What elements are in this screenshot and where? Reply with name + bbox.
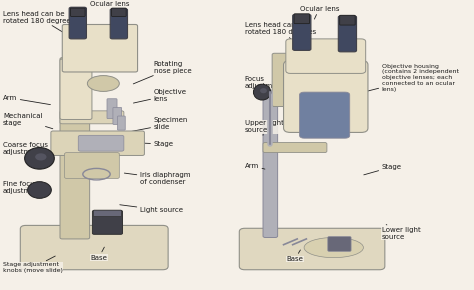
Ellipse shape: [260, 88, 267, 93]
Ellipse shape: [87, 76, 119, 91]
FancyBboxPatch shape: [62, 24, 137, 72]
Ellipse shape: [254, 84, 271, 100]
FancyBboxPatch shape: [93, 210, 122, 216]
Text: Lens head can be
rotated 180 degrees: Lens head can be rotated 180 degrees: [245, 22, 316, 46]
Text: Ocular lens: Ocular lens: [300, 6, 339, 19]
FancyBboxPatch shape: [263, 142, 327, 153]
Text: Focus
adjustment: Focus adjustment: [245, 76, 284, 92]
Text: Stage: Stage: [364, 164, 401, 175]
FancyBboxPatch shape: [60, 59, 92, 119]
FancyBboxPatch shape: [283, 61, 368, 133]
FancyBboxPatch shape: [338, 16, 356, 52]
FancyBboxPatch shape: [92, 211, 122, 234]
Text: Arm: Arm: [245, 162, 265, 169]
Text: Specimen
slide: Specimen slide: [129, 117, 188, 132]
Text: Objective
lens: Objective lens: [134, 88, 187, 103]
FancyBboxPatch shape: [294, 14, 310, 23]
Text: Lens head can be
rotated 180 degrees: Lens head can be rotated 180 degrees: [3, 11, 74, 36]
Text: Coarse focus
adjustment: Coarse focus adjustment: [3, 142, 48, 157]
FancyBboxPatch shape: [340, 15, 355, 25]
Ellipse shape: [27, 182, 51, 198]
FancyBboxPatch shape: [60, 58, 90, 239]
Text: Stage adjustment
knobs (move slide): Stage adjustment knobs (move slide): [3, 256, 63, 273]
FancyBboxPatch shape: [300, 92, 350, 138]
FancyBboxPatch shape: [110, 9, 128, 39]
Text: Ocular lens: Ocular lens: [90, 1, 129, 10]
FancyBboxPatch shape: [71, 8, 85, 17]
Text: Light source: Light source: [120, 205, 183, 213]
FancyBboxPatch shape: [20, 225, 168, 270]
FancyBboxPatch shape: [111, 8, 126, 17]
Text: Base: Base: [91, 247, 107, 261]
FancyBboxPatch shape: [69, 7, 86, 39]
FancyBboxPatch shape: [286, 39, 365, 73]
Text: Stage: Stage: [129, 141, 173, 147]
FancyBboxPatch shape: [272, 53, 306, 106]
FancyBboxPatch shape: [113, 107, 122, 124]
FancyBboxPatch shape: [328, 237, 351, 251]
FancyBboxPatch shape: [78, 135, 124, 151]
FancyBboxPatch shape: [60, 111, 124, 124]
FancyBboxPatch shape: [51, 131, 145, 155]
Text: Arm: Arm: [3, 95, 50, 105]
FancyBboxPatch shape: [118, 116, 125, 130]
Text: Upper light
source: Upper light source: [245, 120, 283, 135]
Text: Rotating
nose piece: Rotating nose piece: [133, 61, 191, 84]
Ellipse shape: [35, 153, 46, 160]
FancyBboxPatch shape: [64, 153, 119, 178]
FancyBboxPatch shape: [263, 99, 278, 238]
Text: Iris diaphragm
of condenser: Iris diaphragm of condenser: [124, 172, 191, 185]
Text: Base: Base: [286, 250, 303, 262]
Text: Lower light
source: Lower light source: [382, 224, 420, 240]
FancyBboxPatch shape: [239, 228, 385, 270]
FancyBboxPatch shape: [107, 99, 117, 119]
Text: Fine focus
adjustment: Fine focus adjustment: [3, 181, 43, 194]
FancyBboxPatch shape: [292, 14, 311, 50]
Ellipse shape: [304, 238, 364, 258]
Text: Mechanical
stage: Mechanical stage: [3, 113, 53, 129]
Text: Objective housing
(contains 2 independent
objective lenses; each
connected to an: Objective housing (contains 2 independen…: [366, 64, 459, 92]
Ellipse shape: [25, 148, 55, 169]
